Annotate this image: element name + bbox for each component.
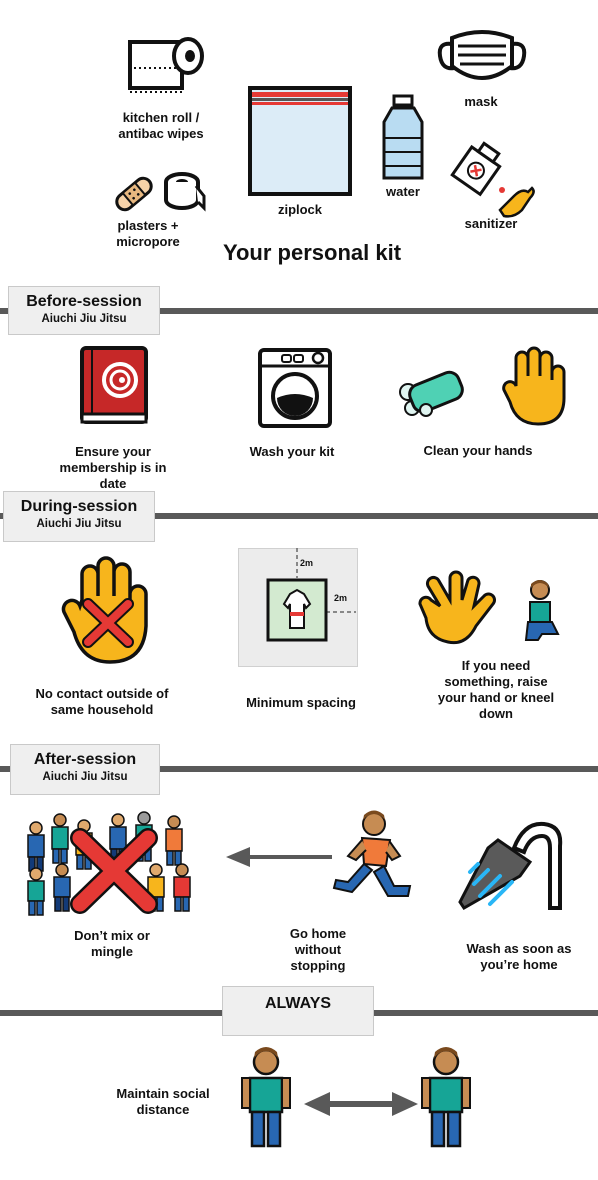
kneeling-person-icon — [524, 580, 560, 641]
always-heading-tag: ALWAYS — [222, 986, 374, 1036]
after-divider — [0, 766, 598, 772]
sanitizer-label: sanitizer — [464, 216, 518, 231]
during-heading-tag: During-session Aiuchi Jiu Jitsu — [3, 491, 155, 542]
water-bottle-icon — [382, 94, 424, 180]
during-subheading: Aiuchi Jiu Jitsu — [36, 518, 122, 530]
clean-hands-label: Clean your hands — [423, 443, 533, 458]
left-arrow-icon — [226, 847, 332, 867]
raised-hand-icon — [502, 346, 566, 426]
kitchen-roll-label: kitchen roll / antibac wipes — [118, 110, 204, 141]
shower-icon — [458, 821, 563, 910]
spacing-vertical-label: 2m — [300, 558, 314, 568]
distance-label: Maintain social distance — [116, 1086, 210, 1117]
raise-hand-label: If you need something, raise your hand o… — [437, 658, 555, 721]
water-label: water — [386, 184, 420, 199]
kitchen-roll-icon — [128, 37, 204, 93]
membership-label: Ensure your membership is in date — [59, 444, 167, 491]
plasters-label: plasters + micropore — [116, 218, 180, 249]
ziplock-bag-icon — [248, 86, 352, 196]
wash-kit-label: Wash your kit — [249, 444, 335, 459]
kit-title: Your personal kit — [222, 240, 402, 265]
always-heading: ALWAYS — [264, 995, 332, 1012]
spacing-diagram-graphic — [266, 548, 356, 642]
before-heading: Before-session — [26, 293, 142, 310]
raised-hand-fingers-icon — [418, 570, 496, 645]
wash-home-label: Wash as soon as you’re home — [466, 941, 572, 972]
after-heading: After-session — [33, 751, 137, 768]
before-subheading: Aiuchi Jiu Jitsu — [41, 313, 127, 325]
running-person-icon — [332, 810, 412, 897]
spacing-horizontal-label: 2m — [334, 593, 348, 603]
before-divider — [0, 308, 598, 314]
soap-icon — [399, 370, 464, 417]
crowd-icon — [27, 811, 191, 916]
micropore-tape-icon — [164, 172, 206, 212]
hand-sanitizer-icon — [450, 141, 535, 218]
no-contact-label: No contact outside of same household — [35, 686, 169, 717]
before-heading-tag: Before-session Aiuchi Jiu Jitsu — [8, 286, 160, 335]
after-subheading: Aiuchi Jiu Jitsu — [42, 771, 128, 783]
no-contact-hand-icon — [61, 556, 148, 664]
spacing-label: Minimum spacing — [246, 695, 356, 710]
double-arrow-icon — [304, 1092, 418, 1116]
ziplock-label: ziplock — [277, 202, 323, 217]
membership-book-icon — [80, 346, 148, 424]
person-right-icon — [421, 1047, 471, 1148]
mask-label: mask — [464, 94, 498, 109]
person-left-icon — [241, 1047, 291, 1148]
during-divider — [0, 513, 598, 519]
go-home-label: Go home without stopping — [289, 926, 347, 973]
after-heading-tag: After-session Aiuchi Jiu Jitsu — [10, 744, 160, 795]
mask-icon — [437, 30, 527, 80]
no-mix-label: Don’t mix or mingle — [74, 928, 150, 959]
during-heading: During-session — [20, 498, 138, 515]
washing-machine-icon — [258, 348, 332, 428]
plaster-icon — [115, 176, 153, 212]
